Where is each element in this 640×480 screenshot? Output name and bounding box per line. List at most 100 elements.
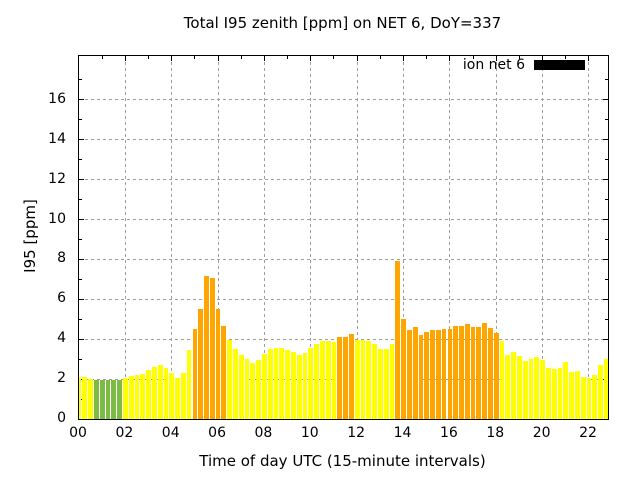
axis-tick-y <box>79 159 82 161</box>
gridline-x <box>124 56 126 419</box>
bar-00:00 <box>79 377 82 419</box>
bar-11:45 <box>348 334 354 419</box>
gridline-x <box>403 56 405 419</box>
y-tick-label: 6 <box>57 290 66 307</box>
bar-21:15 <box>569 372 574 419</box>
bar-22:45 <box>603 359 608 419</box>
axis-tick-y <box>79 119 82 121</box>
bar-11:15 <box>337 337 343 419</box>
axis-tick-x <box>518 56 520 59</box>
bar-20:00 <box>540 360 545 419</box>
plot-area <box>78 55 609 420</box>
bar-04:00 <box>169 373 175 419</box>
bar-14:30 <box>412 327 418 419</box>
bar-20:30 <box>551 369 557 419</box>
axis-tick-y <box>79 79 82 81</box>
bar-12:00 <box>354 340 360 419</box>
bar-13:45 <box>395 261 401 419</box>
axis-tick-y <box>79 278 82 280</box>
axis-tick-y <box>79 199 82 201</box>
y-tick-label: 2 <box>57 370 66 387</box>
bar-17:15 <box>476 327 482 419</box>
bar-11:00 <box>331 342 337 419</box>
bar-21:30 <box>575 371 580 419</box>
axis-tick-x <box>148 56 150 59</box>
axis-tick-x <box>565 56 567 59</box>
y-tick-label: 12 <box>48 170 66 187</box>
x-tick-label: 06 <box>208 425 226 441</box>
bar-17:00 <box>470 327 476 419</box>
bar-17:30 <box>482 323 488 419</box>
axis-tick-y <box>605 318 608 320</box>
gridline-x <box>449 56 451 419</box>
axis-tick-x <box>542 56 544 61</box>
y-tick-label: 0 <box>57 410 66 426</box>
bar-20:45 <box>557 368 563 419</box>
bar-05:00 <box>192 329 198 419</box>
bar-07:30 <box>250 363 256 419</box>
axis-tick-x <box>217 56 219 61</box>
axis-tick-y <box>79 219 84 221</box>
bar-02:15 <box>128 376 134 419</box>
bar-17:45 <box>488 328 493 419</box>
axis-tick-x <box>287 56 289 59</box>
axis-tick-x <box>426 56 428 59</box>
bar-22:00 <box>586 378 592 419</box>
axis-tick-y <box>603 338 608 340</box>
y-tick-label: 10 <box>48 210 66 227</box>
axis-tick-x <box>310 56 312 61</box>
bar-10:00 <box>308 348 314 419</box>
bar-02:45 <box>140 374 146 419</box>
axis-tick-x <box>449 56 451 61</box>
x-tick-label: 22 <box>579 425 597 441</box>
bar-16:00 <box>447 329 453 419</box>
bar-12:30 <box>366 341 372 419</box>
bar-06:15 <box>221 326 227 419</box>
gridline-x <box>588 56 590 419</box>
axis-tick-x <box>588 56 590 61</box>
axis-tick-y <box>603 179 608 181</box>
bar-06:45 <box>233 349 238 419</box>
axis-tick-x <box>124 56 126 61</box>
bar-00:15 <box>82 377 88 419</box>
axis-tick-y <box>603 258 608 260</box>
bar-21:45 <box>580 377 586 419</box>
bar-09:30 <box>296 355 302 419</box>
bar-03:15 <box>151 367 157 419</box>
bar-03:30 <box>157 365 163 419</box>
axis-tick-y <box>79 99 84 101</box>
bar-09:00 <box>285 350 290 419</box>
x-tick-label: 04 <box>161 425 180 441</box>
bar-21:00 <box>563 362 569 419</box>
bar-06:00 <box>215 309 221 419</box>
bar-13:30 <box>389 344 395 419</box>
bar-18:45 <box>511 352 517 419</box>
bar-04:30 <box>180 373 186 419</box>
bar-00:30 <box>88 379 93 419</box>
bar-18:30 <box>505 355 511 419</box>
gridline-y <box>79 258 608 260</box>
gridline-x <box>495 56 497 419</box>
bar-07:15 <box>244 359 250 419</box>
bar-18:00 <box>493 333 499 419</box>
axis-tick-x <box>194 56 196 59</box>
axis-tick-y <box>79 238 82 240</box>
axis-tick-y <box>79 139 84 141</box>
axis-tick-y <box>605 79 608 81</box>
bar-04:45 <box>186 350 192 419</box>
bar-01:30 <box>111 380 117 419</box>
bar-02:00 <box>122 378 128 419</box>
x-tick-label: 12 <box>347 425 366 441</box>
gridline-x <box>171 56 173 419</box>
bar-01:45 <box>117 380 122 419</box>
bar-22:15 <box>592 375 598 419</box>
bar-02:30 <box>134 375 140 419</box>
axis-tick-y <box>603 139 608 141</box>
axis-tick-y <box>603 298 608 300</box>
x-tick-label: 14 <box>393 425 412 441</box>
bar-22:30 <box>598 365 603 419</box>
bar-01:15 <box>105 380 111 419</box>
gridline-x <box>356 56 358 419</box>
y-tick-label: 8 <box>57 250 66 267</box>
